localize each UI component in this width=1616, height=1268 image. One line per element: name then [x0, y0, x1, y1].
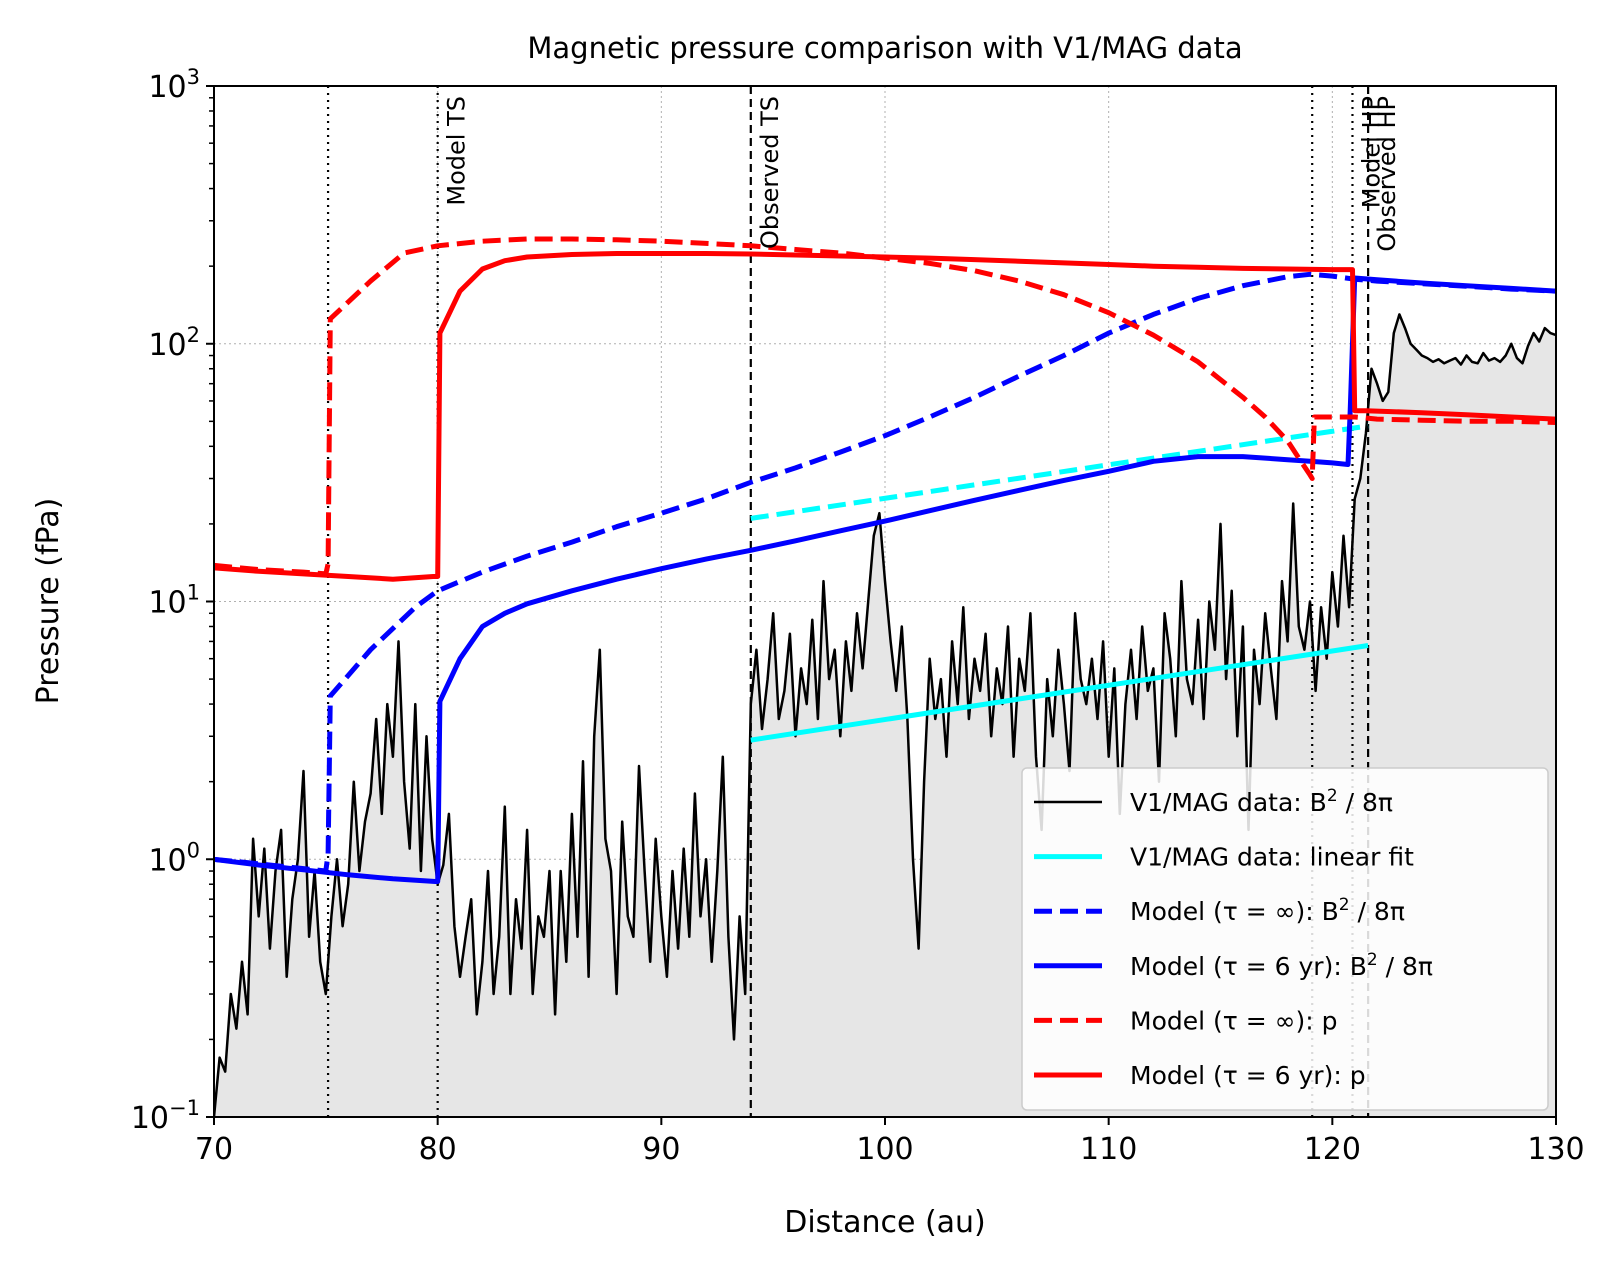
chart-title: Magnetic pressure comparison with V1/MAG… [527, 31, 1242, 65]
x-tick-label: 80 [419, 1132, 457, 1167]
axis-ticks: 70 80 90 100 110 120 130 10−1 100 101 102 103 [131, 65, 1585, 1167]
legend-label-model-b-8: Model (τ = ∞): B2 / 8π [1130, 895, 1405, 926]
legend-label-model-6-yr-p: Model (τ = 6 yr): p [1130, 1061, 1366, 1090]
y-axis-label: Pressure (fPa) [31, 498, 66, 705]
series-line-model-6-yr-p [214, 251, 1556, 582]
series-line-model-p [214, 236, 1556, 577]
y-tick-label: 10−1 [131, 1096, 200, 1136]
boundary-label-model-ts: Model TS [443, 96, 471, 206]
legend: V1/MAG data: B2 / 8π V1/MAG data: linear … [1021, 767, 1549, 1111]
y-tick-label: 101 [148, 581, 200, 621]
x-tick-label: 90 [642, 1132, 680, 1167]
legend-label-v1-mag-data-b-8: V1/MAG data: B2 / 8π [1130, 786, 1393, 817]
x-tick-label: 70 [195, 1132, 233, 1167]
y-tick-label: 102 [148, 323, 200, 363]
legend-label-v1-mag-data-linear-fit: V1/MAG data: linear fit [1130, 843, 1414, 872]
x-axis-label: Distance (au) [784, 1205, 986, 1240]
y-tick-label: 103 [148, 65, 200, 105]
series-line-model-b-8 [214, 271, 1556, 874]
boundary-label-observed-ts: Observed TS [756, 96, 784, 249]
x-tick-label: 130 [1527, 1132, 1584, 1167]
boundary-label-observed-hp: Observed HP [1373, 96, 1401, 252]
x-tick-label: 120 [1304, 1132, 1361, 1167]
y-tick-label: 100 [148, 838, 200, 878]
x-tick-label: 100 [856, 1132, 913, 1167]
legend-label-model-6-yr-b-8: Model (τ = 6 yr): B2 / 8π [1130, 950, 1433, 981]
series-line-v1-mag-data-b-8 [214, 313, 1556, 1117]
series-line-v1-mag-data-linear-fit-upper [750, 423, 1369, 521]
legend-box [1021, 767, 1549, 1111]
series-line-model-6-yr-b-8 [214, 275, 1556, 884]
series-line-v1-mag-data-linear-fit [750, 643, 1369, 743]
legend-label-model-p: Model (τ = ∞): p [1130, 1006, 1337, 1035]
series-lines [214, 236, 1556, 1117]
x-tick-label: 110 [1080, 1132, 1137, 1167]
boundary-label-model-hp: Model HP [1357, 96, 1385, 208]
